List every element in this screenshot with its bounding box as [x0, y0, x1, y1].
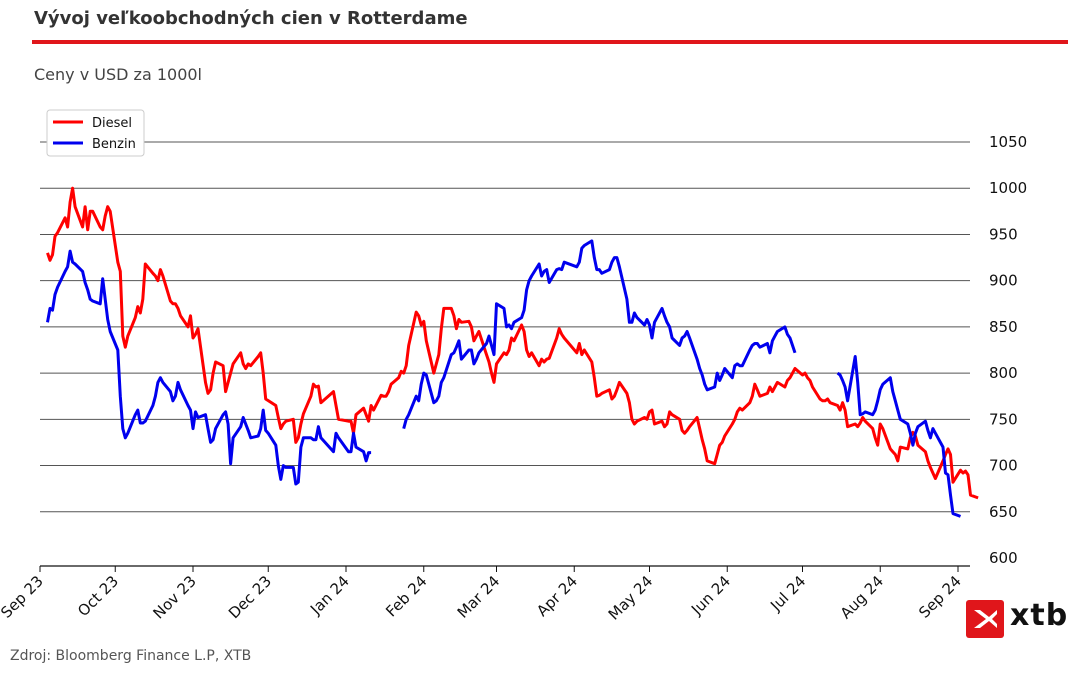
x-tick-label: Apr 24: [533, 572, 581, 620]
series-lines: [46, 186, 979, 518]
x-tick-label: Jul 24: [766, 572, 809, 615]
x-tick-label: Sep 23: [0, 572, 47, 622]
chart-title: Vývoj veľkoobchodných cien v Rotterdame: [34, 8, 468, 29]
grid-lines: [40, 141, 970, 513]
y-tick-label: 1050: [989, 133, 1027, 151]
x-tick-label: Sep 24: [915, 572, 965, 622]
x-axis: Sep 23 Oct 23 Nov 23 Dec 23 Jan 24 Feb 24 Mar …: [0, 565, 970, 624]
source-note: Zdroj: Bloomberg Finance L.P, XTB: [10, 648, 252, 664]
xtb-logo: xtb: [966, 598, 1076, 640]
x-tick-label: Aug 24: [837, 572, 887, 622]
y-tick-label: 700: [989, 457, 1018, 475]
x-tick-label: Feb 24: [382, 572, 430, 620]
x-tick-label: Jan 24: [306, 572, 353, 619]
y-tick-label: 850: [989, 318, 1018, 336]
y-tick-label: 650: [989, 503, 1018, 521]
series-line-diesel: [46, 186, 979, 500]
x-tick-label: Mar 24: [454, 572, 504, 622]
y-tick-label: 900: [989, 272, 1018, 290]
y-tick-label: 1000: [989, 179, 1027, 197]
legend-label-benzin: Benzin: [92, 137, 136, 152]
y-tick-label: 950: [989, 225, 1018, 243]
y-tick-label: 800: [989, 364, 1018, 382]
legend-label-diesel: Diesel: [92, 116, 132, 131]
chart-subtitle: Ceny v USD za 1000l: [34, 65, 202, 84]
xtb-logo-mark-icon: [966, 600, 1004, 638]
y-tick-label: 600: [989, 549, 1018, 567]
series-line-benzin: [46, 239, 962, 518]
y-tick-label: 750: [989, 410, 1018, 428]
x-tick-label: Jun 24: [687, 572, 734, 619]
x-tick-label: Nov 23: [150, 572, 200, 622]
y-axis-ticks: 600 650 700 750 800 850 900 950 1000 1050: [989, 133, 1027, 567]
title-underline: [32, 40, 1068, 44]
x-tick-label: May 24: [605, 572, 657, 624]
x-tick-label: Oct 23: [74, 572, 122, 620]
x-tick-label: Dec 23: [225, 572, 275, 622]
legend: Diesel Benzin: [46, 109, 145, 157]
xtb-logo-text: xtb: [1010, 598, 1069, 633]
